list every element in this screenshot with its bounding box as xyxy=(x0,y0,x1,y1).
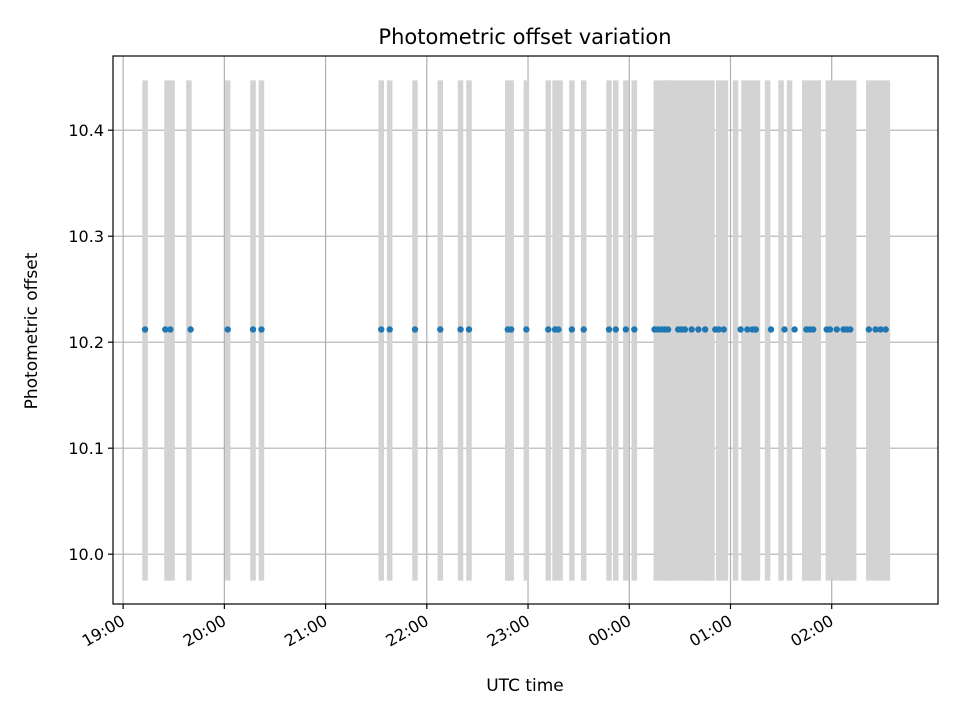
data-point xyxy=(224,326,231,333)
data-point xyxy=(882,326,889,333)
data-point xyxy=(701,326,709,333)
y-tick-label: 10.2 xyxy=(68,333,104,352)
data-point xyxy=(465,326,473,333)
x-tick-label: 01:00 xyxy=(686,611,735,651)
chart-title: Photometric offset variation xyxy=(378,25,671,49)
data-point xyxy=(809,326,817,333)
data-point xyxy=(555,326,562,333)
data-point xyxy=(688,326,695,333)
data-point xyxy=(411,326,419,333)
data-point xyxy=(865,326,873,333)
data-point xyxy=(378,326,385,333)
data-point xyxy=(187,326,194,333)
data-point xyxy=(622,326,630,333)
data-point xyxy=(720,326,727,333)
y-tick-label: 10.3 xyxy=(68,227,104,246)
data-point xyxy=(664,326,672,333)
data-point xyxy=(833,326,840,333)
data-point xyxy=(847,326,854,333)
x-tick-label: 22:00 xyxy=(382,611,431,651)
x-tick-label: 20:00 xyxy=(180,611,229,651)
point-layer xyxy=(141,326,889,333)
data-point xyxy=(826,326,834,333)
data-point xyxy=(141,326,149,333)
data-point xyxy=(580,326,587,333)
data-point xyxy=(681,326,689,333)
x-axis-label: UTC time xyxy=(486,676,564,696)
y-tick-label: 10.0 xyxy=(68,545,104,564)
data-point xyxy=(568,326,576,333)
data-point xyxy=(162,326,169,333)
data-point xyxy=(258,326,265,333)
data-point xyxy=(877,326,884,333)
x-tick-label: 19:00 xyxy=(79,611,128,651)
data-point xyxy=(781,326,788,333)
data-point xyxy=(167,326,174,333)
data-point xyxy=(249,326,257,333)
data-point xyxy=(612,326,619,333)
x-tick-label: 02:00 xyxy=(787,611,836,651)
data-point xyxy=(695,326,702,333)
data-point xyxy=(507,326,515,333)
data-point xyxy=(744,326,751,333)
plot-frame xyxy=(112,55,939,605)
data-point xyxy=(437,326,444,333)
x-tick-label: 00:00 xyxy=(585,611,634,651)
data-point xyxy=(545,326,552,333)
x-tick-label: 21:00 xyxy=(281,611,330,651)
data-point xyxy=(767,326,775,333)
y-tick-label: 10.1 xyxy=(68,439,104,458)
data-point xyxy=(523,326,530,333)
data-point xyxy=(715,326,722,333)
data-point xyxy=(386,326,393,333)
data-point xyxy=(737,326,744,333)
x-tick-label: 23:00 xyxy=(484,611,533,651)
data-point xyxy=(605,326,613,333)
data-point xyxy=(752,326,759,333)
y-axis-label: Photometric offset xyxy=(22,252,42,409)
data-point xyxy=(631,326,638,333)
data-point xyxy=(872,326,879,333)
data-point xyxy=(457,326,464,333)
band-layer xyxy=(142,80,891,581)
data-point xyxy=(791,326,798,333)
y-tick-label: 10.4 xyxy=(68,121,104,140)
